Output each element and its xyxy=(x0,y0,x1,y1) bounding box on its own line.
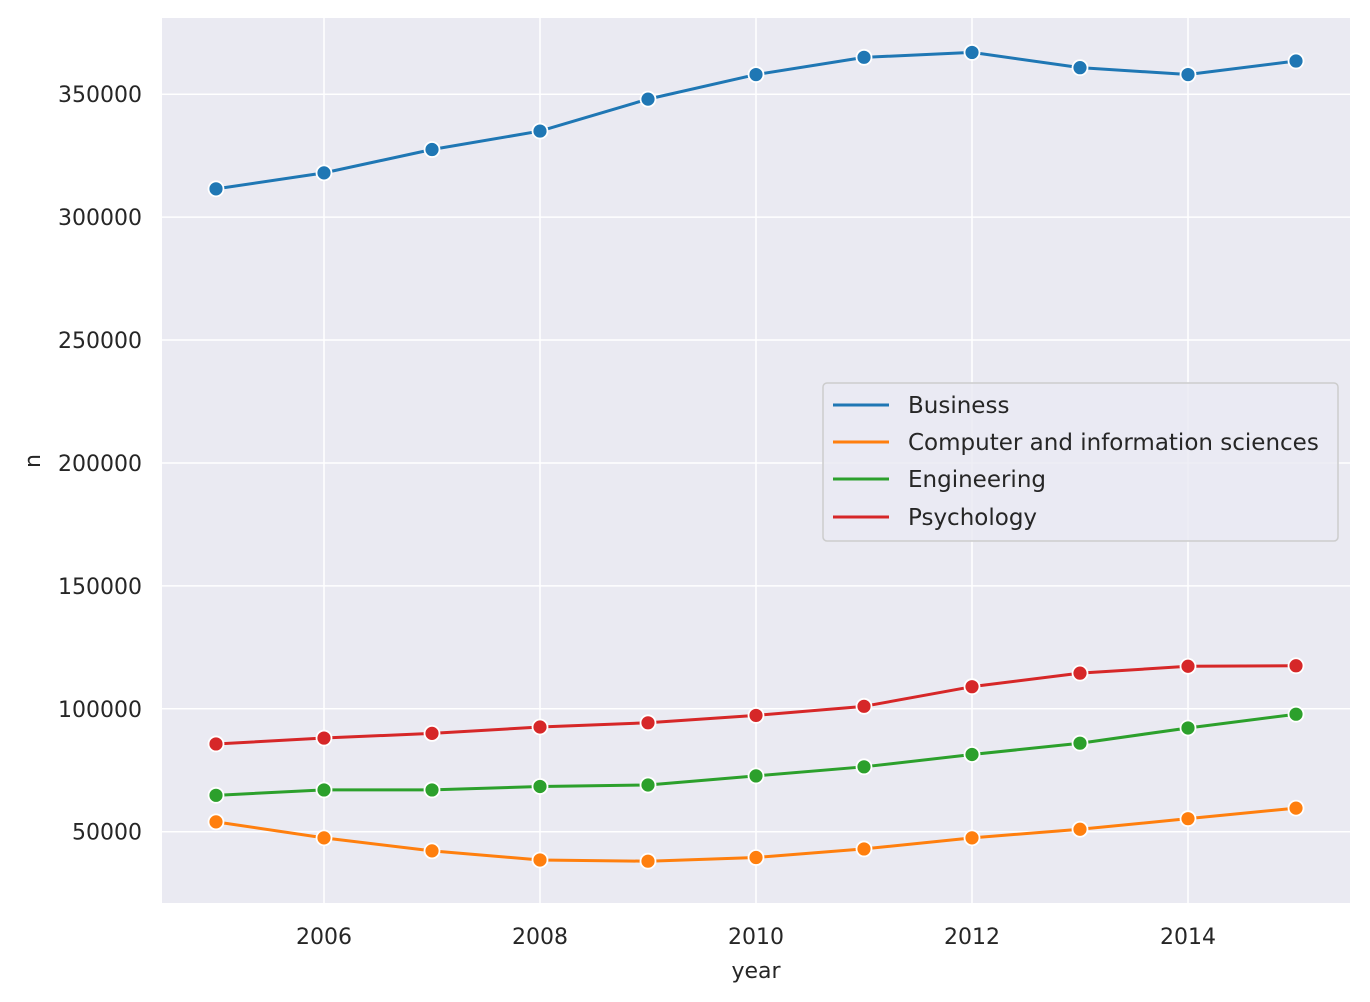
series-psychology xyxy=(207,657,1305,753)
data-point xyxy=(207,813,225,831)
data-point xyxy=(855,697,873,715)
data-point xyxy=(855,48,873,66)
series-layer xyxy=(207,44,1305,870)
data-point xyxy=(531,778,549,795)
data-point xyxy=(423,724,441,742)
grid-lines xyxy=(162,18,1350,903)
data-point xyxy=(207,180,225,198)
series-engineering xyxy=(207,705,1305,804)
data-point xyxy=(963,746,981,763)
data-point xyxy=(315,781,333,799)
series-computer-and-information-sciences xyxy=(207,799,1305,870)
data-point xyxy=(1179,810,1197,828)
legend-label: Computer and information sciences xyxy=(908,430,1319,456)
y-tick-label: 100000 xyxy=(58,698,142,723)
x-tick-label: 2010 xyxy=(728,925,784,950)
data-point xyxy=(423,141,441,158)
data-point xyxy=(1287,52,1305,70)
legend-item-business: Business xyxy=(833,393,1009,419)
data-point xyxy=(315,829,333,847)
data-point xyxy=(639,714,657,732)
data-point xyxy=(207,735,225,753)
data-point xyxy=(747,707,765,724)
legend: Business Computer and information scienc… xyxy=(822,382,1339,542)
y-tick-label: 250000 xyxy=(58,329,142,354)
data-point xyxy=(1071,734,1089,752)
legend-label: Engineering xyxy=(908,467,1046,493)
legend-item-computer-and-information-sciences: Computer and information sciences xyxy=(833,430,1319,456)
data-point xyxy=(531,718,549,736)
data-point xyxy=(639,852,657,870)
legend-label: Business xyxy=(908,393,1009,419)
data-point xyxy=(747,767,765,785)
data-point xyxy=(1179,66,1197,83)
data-point xyxy=(747,66,765,83)
data-point xyxy=(1287,799,1305,817)
data-point xyxy=(1287,705,1305,723)
data-point xyxy=(1287,657,1305,675)
data-point xyxy=(747,849,765,866)
x-tick-label: 2006 xyxy=(296,925,352,950)
legend-item-engineering: Engineering xyxy=(833,467,1046,493)
data-point xyxy=(855,758,873,776)
data-point xyxy=(963,829,981,847)
data-point xyxy=(315,729,333,747)
data-point xyxy=(207,786,225,804)
data-point xyxy=(639,776,657,794)
data-point xyxy=(423,781,441,799)
data-point xyxy=(963,678,981,696)
data-point xyxy=(423,842,441,860)
legend-frame xyxy=(822,382,1339,542)
y-tick-label: 150000 xyxy=(58,575,142,600)
data-point xyxy=(1071,664,1089,682)
data-point xyxy=(315,164,333,182)
data-point xyxy=(1071,59,1089,77)
data-point xyxy=(1179,657,1197,675)
y-tick-label: 50000 xyxy=(72,821,142,846)
y-tick-label: 200000 xyxy=(58,452,142,477)
data-point xyxy=(531,122,549,140)
data-point xyxy=(1071,820,1089,838)
x-tick-label: 2014 xyxy=(1160,925,1216,950)
x-tick-label: 2012 xyxy=(944,925,1000,950)
data-point xyxy=(639,90,657,108)
x-tick-label: 2008 xyxy=(512,925,568,950)
y-tick-label: 300000 xyxy=(58,206,142,231)
data-point xyxy=(1179,719,1197,737)
legend-label: Psychology xyxy=(908,505,1037,531)
series-business xyxy=(207,44,1305,198)
legend-item-psychology: Psychology xyxy=(833,505,1037,531)
data-point xyxy=(855,840,873,858)
y-axis-label: n xyxy=(21,454,46,468)
x-axis-label: year xyxy=(731,959,781,984)
data-point xyxy=(963,44,981,61)
y-tick-label: 350000 xyxy=(58,83,142,108)
tick-labels: 2006 2008 2010 2012 2014 50000 100000 150000 200… xyxy=(58,83,1216,950)
data-point xyxy=(531,851,549,869)
